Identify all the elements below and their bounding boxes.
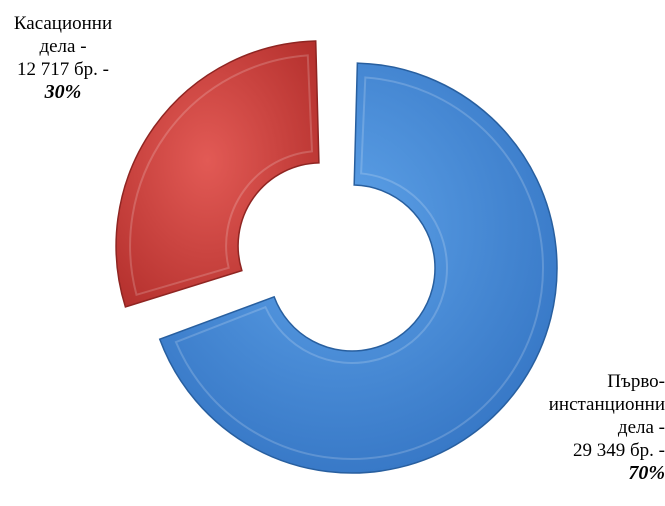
slice-parvoinstancionni — [158, 62, 558, 474]
slice-label-line: 29 349 бр. - — [573, 440, 665, 461]
slice-label-parvoinstancionni: Първо- инстанционни дела - 29 349 бр. - … — [515, 370, 665, 485]
slice-label-line: 12 717 бр. - — [17, 59, 109, 80]
slice-bevel — [174, 76, 544, 460]
slice-label-line: Касационни — [13, 13, 113, 34]
slice-label-line: инстанционни — [548, 394, 665, 415]
slice-kasacionni — [115, 40, 320, 308]
slice-percent-label: 30% — [44, 81, 82, 103]
slice-label-kasacionni: Касационни дела - 12 717 бр. - 30% — [8, 12, 118, 104]
slice-label-line: Първо- — [607, 371, 665, 392]
slice-label-line: дела - — [39, 36, 87, 57]
slice-percent-label: 70% — [628, 462, 665, 484]
slice-bevel — [129, 54, 314, 297]
slice-label-line: дела - — [617, 417, 665, 438]
